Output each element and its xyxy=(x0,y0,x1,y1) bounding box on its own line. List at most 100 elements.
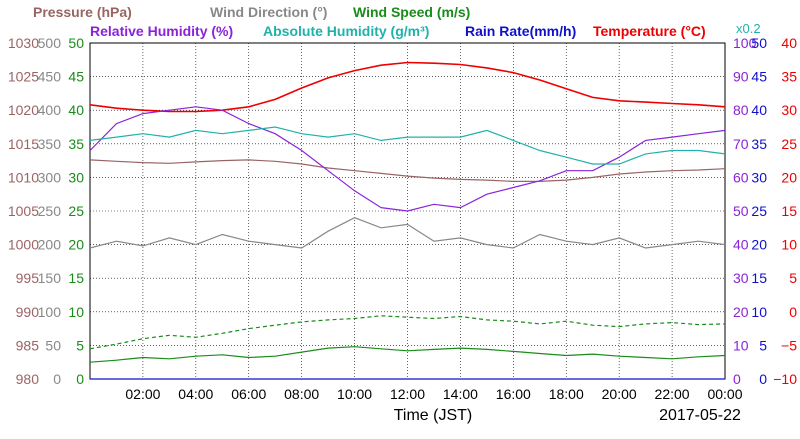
x-tick-label: 12:00 xyxy=(390,386,425,402)
rain_rate-tick-label: 25 xyxy=(751,203,767,219)
humidity-scale-factor: x0.2 xyxy=(736,21,761,36)
legend: Pressure (hPa) Wind Direction (°) Wind Spe… xyxy=(33,4,706,39)
humidity-tick-label: 100 xyxy=(733,35,757,51)
pressure-tick-label: 1005 xyxy=(8,203,39,219)
wind_direction-tick-label: 100 xyxy=(38,304,62,320)
wind_direction-tick-label: 250 xyxy=(38,203,62,219)
wind_direction-tick-label: 50 xyxy=(45,337,61,353)
temperature-tick-label: −5 xyxy=(781,337,797,353)
pressure-tick-label: 1015 xyxy=(8,136,39,152)
wind_direction-tick-label: 350 xyxy=(38,136,62,152)
temperature-tick-label: 0 xyxy=(789,304,797,320)
pressure-tick-label: 1030 xyxy=(8,35,39,51)
humidity-tick-label: 90 xyxy=(733,69,749,85)
humidity-tick-label: 0 xyxy=(733,371,741,387)
wind_direction-tick-label: 500 xyxy=(38,35,62,51)
legend-item: Relative Humidity (%) xyxy=(90,23,233,39)
humidity-tick-label: 30 xyxy=(733,270,749,286)
temperature-c-line xyxy=(89,61,726,113)
pressure-tick-label: 990 xyxy=(16,304,40,320)
x-tick-label: 22:00 xyxy=(655,386,690,402)
wind_direction-tick-label: 200 xyxy=(38,237,62,253)
temperature-tick-label: 30 xyxy=(781,102,797,118)
rain_rate-tick-label: 15 xyxy=(751,270,767,286)
humidity-tick-label: 80 xyxy=(733,102,749,118)
pressure-tick-label: 1010 xyxy=(8,169,39,185)
humidity-tick-label: 50 xyxy=(733,203,749,219)
rain_rate-tick-label: 5 xyxy=(759,337,767,353)
rain_rate-tick-label: 35 xyxy=(751,136,767,152)
left-axes: 1030102510201015101010051000995990985980… xyxy=(8,35,84,387)
wind_speed-tick-label: 45 xyxy=(68,69,84,85)
temperature-tick-label: 35 xyxy=(781,69,797,85)
wind_direction-tick-label: 300 xyxy=(38,169,62,185)
temperature-tick-label: 20 xyxy=(781,169,797,185)
pressure-hpa-line xyxy=(89,159,726,182)
pressure-tick-label: 1000 xyxy=(8,237,39,253)
date-label: 2017-05-22 xyxy=(659,407,741,424)
wind_speed-tick-label: 50 xyxy=(68,35,84,51)
humidity-tick-label: 10 xyxy=(733,337,749,353)
wind_speed-tick-label: 30 xyxy=(68,169,84,185)
wind_speed-tick-label: 40 xyxy=(68,102,84,118)
relative-humidity-line xyxy=(89,106,726,212)
x-tick-label: 18:00 xyxy=(549,386,584,402)
x-tick-label: 16:00 xyxy=(496,386,531,402)
series-group xyxy=(89,61,726,380)
legend-item: Absolute Humidity (g/m³) xyxy=(263,23,429,39)
pressure-tick-label: 1020 xyxy=(8,102,39,118)
x-tick-label: 04:00 xyxy=(178,386,213,402)
legend-item: Rain Rate(mm/h) xyxy=(465,23,576,39)
wind-direction-line xyxy=(89,217,726,249)
pressure-tick-label: 985 xyxy=(16,337,40,353)
temperature-tick-label: 15 xyxy=(781,203,797,219)
wind_speed-tick-label: 10 xyxy=(68,304,84,320)
right-axes: 1009080706050403020100504540353025201510… xyxy=(733,35,797,387)
wind-gust-m-s-line xyxy=(89,315,726,350)
humidity-tick-label: 70 xyxy=(733,136,749,152)
pressure-tick-label: 980 xyxy=(16,371,40,387)
humidity-tick-label: 40 xyxy=(733,237,749,253)
legend-item: Wind Direction (°) xyxy=(210,4,327,20)
rain_rate-tick-label: 50 xyxy=(751,35,767,51)
humidity-tick-label: 20 xyxy=(733,304,749,320)
x-tick-label: 00:00 xyxy=(707,386,742,402)
legend-item: Wind Speed (m/s) xyxy=(353,4,470,20)
temperature-tick-label: −10 xyxy=(773,371,797,387)
x-tick-label: 20:00 xyxy=(602,386,637,402)
wind_direction-tick-label: 150 xyxy=(38,270,62,286)
rain_rate-tick-label: 0 xyxy=(759,371,767,387)
rain_rate-tick-label: 20 xyxy=(751,237,767,253)
wind_speed-tick-label: 35 xyxy=(68,136,84,152)
temperature-tick-label: 25 xyxy=(781,136,797,152)
absolute-humidity-g-m-line xyxy=(89,126,726,165)
rain_rate-tick-label: 45 xyxy=(751,69,767,85)
wind_speed-tick-label: 0 xyxy=(76,371,84,387)
legend-item: Pressure (hPa) xyxy=(33,4,132,20)
x-axis: 02:00 04:00 06:00 08:00 10:00 12:00 14:00 16:00… xyxy=(125,386,742,402)
rain_rate-tick-label: 10 xyxy=(751,304,767,320)
pressure-tick-label: 995 xyxy=(16,270,40,286)
wind-speed-m-s-line xyxy=(89,346,726,363)
rain_rate-tick-label: 40 xyxy=(751,102,767,118)
wind_speed-tick-label: 20 xyxy=(68,237,84,253)
x-tick-label: 10:00 xyxy=(337,386,372,402)
wind_direction-tick-label: 450 xyxy=(38,69,62,85)
wind_speed-tick-label: 5 xyxy=(76,337,84,353)
wind_speed-tick-label: 15 xyxy=(68,270,84,286)
rain_rate-tick-label: 30 xyxy=(751,169,767,185)
x-tick-label: 06:00 xyxy=(231,386,266,402)
humidity-tick-label: 60 xyxy=(733,169,749,185)
x-tick-label: 08:00 xyxy=(284,386,319,402)
temperature-tick-label: 40 xyxy=(781,35,797,51)
wind_speed-tick-label: 25 xyxy=(68,203,84,219)
temperature-tick-label: 5 xyxy=(789,270,797,286)
wind_direction-tick-label: 400 xyxy=(38,102,62,118)
legend-item: Temperature (°C) xyxy=(593,23,706,39)
x-tick-label: 14:00 xyxy=(443,386,478,402)
temperature-tick-label: 10 xyxy=(781,237,797,253)
wind_direction-tick-label: 0 xyxy=(53,371,61,387)
pressure-tick-label: 1025 xyxy=(8,69,39,85)
